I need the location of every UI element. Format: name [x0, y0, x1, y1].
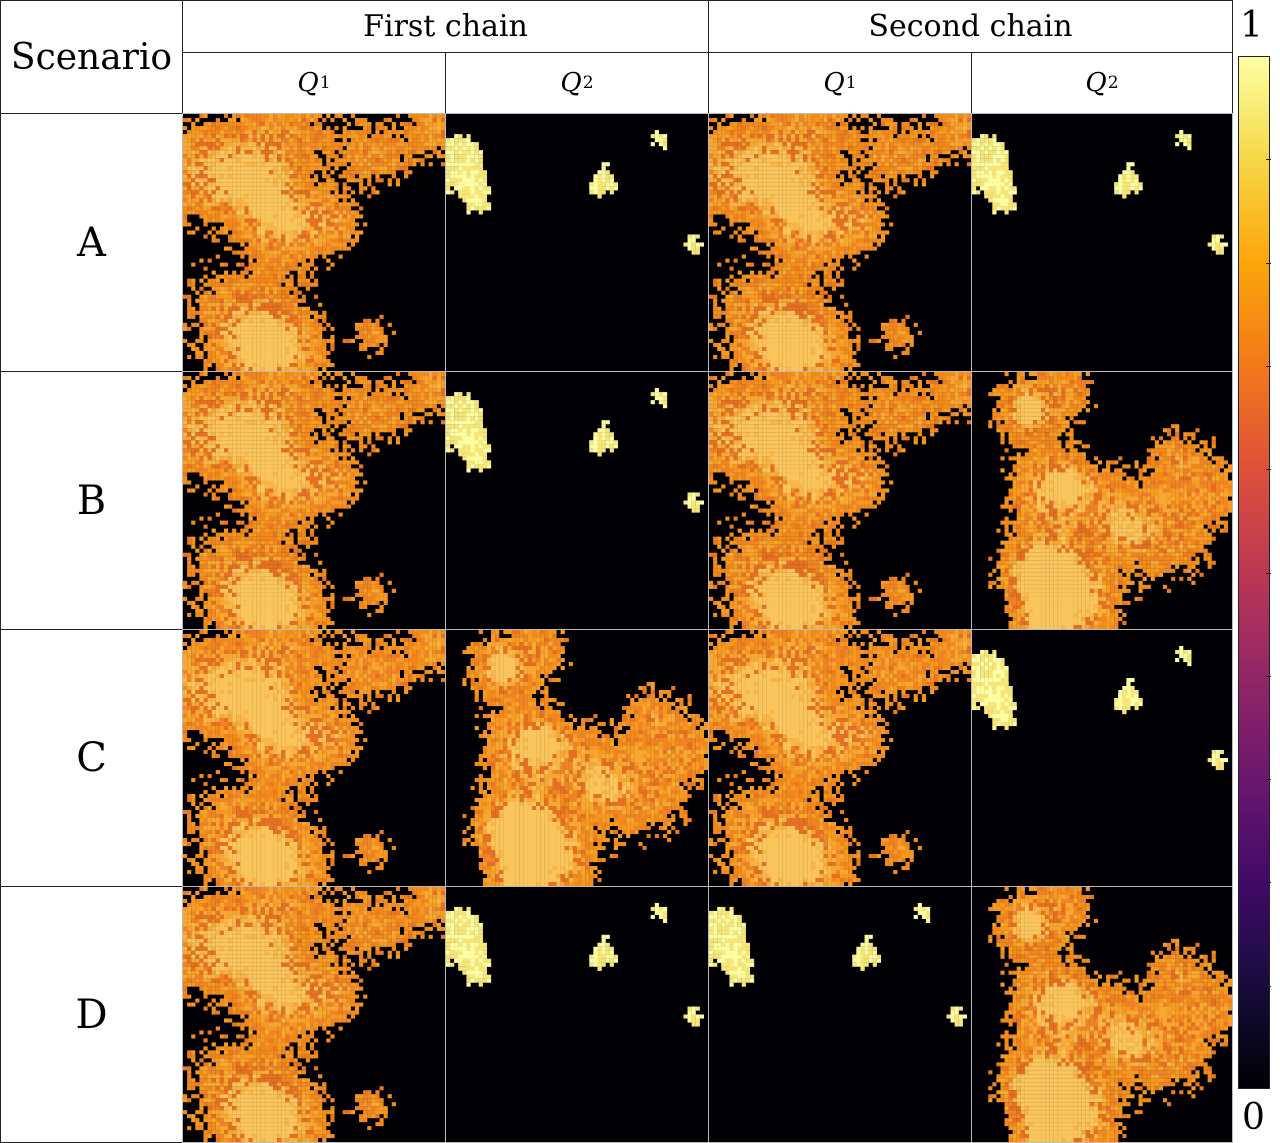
panel-a-2 [445, 113, 709, 372]
q-subscript: 1 [320, 73, 331, 93]
q1-map [709, 630, 971, 886]
colorbar-tick [1266, 779, 1271, 781]
q1-map [183, 372, 445, 629]
q-subscript: 2 [1108, 73, 1119, 93]
q2-map [972, 630, 1232, 886]
q2-map [446, 887, 708, 1142]
q2-map [709, 887, 971, 1142]
row-label-c: C [0, 629, 183, 887]
colorbar-tick [1266, 365, 1271, 367]
colorbar-tick [1266, 159, 1271, 161]
second-chain-header: Second chain [708, 0, 1233, 53]
q1-alt-map [972, 887, 1232, 1142]
row-label-b: B [0, 371, 183, 630]
q-symbol: Q [297, 68, 318, 98]
panel-a-4 [971, 113, 1233, 372]
first-chain-header: First chain [182, 0, 709, 53]
panel-a-3 [708, 113, 972, 372]
q-subscript: 2 [583, 73, 594, 93]
first-chain-text: First chain [363, 9, 528, 44]
row-label-text: A [77, 220, 106, 266]
q1-alt-map [972, 372, 1232, 629]
colorbar-tick [1266, 882, 1271, 884]
panel-d-3 [708, 886, 972, 1143]
scenario-header: Scenario [0, 0, 183, 114]
q-subscript: 1 [846, 73, 857, 93]
panel-b-4 [971, 371, 1233, 630]
q1-map [183, 630, 445, 886]
second-chain-text: Second chain [868, 9, 1072, 44]
colorbar-tick [1266, 262, 1271, 264]
row-label-text: C [76, 735, 107, 781]
scenario-header-text: Scenario [11, 37, 172, 78]
q1-map [183, 114, 445, 371]
q2-map [972, 114, 1232, 371]
colorbar-min-label: 0 [1242, 1100, 1265, 1136]
colorbar-max-label: 1 [1240, 8, 1263, 44]
row-label-a: A [0, 113, 183, 372]
colorbar-tick [1266, 675, 1271, 677]
panel-c-1 [182, 629, 446, 887]
panel-c-2 [445, 629, 709, 887]
row-label-text: B [77, 478, 106, 524]
q1-alt-map [446, 630, 708, 886]
q-symbol: Q [823, 68, 844, 98]
q-symbol: Q [560, 68, 581, 98]
panel-d-1 [182, 886, 446, 1143]
row-label-d: D [0, 886, 183, 1143]
q1-map [183, 887, 445, 1142]
panel-c-4 [971, 629, 1233, 887]
q1-map [709, 372, 971, 629]
panel-c-3 [708, 629, 972, 887]
q2-map [446, 114, 708, 371]
colorbar-tick [1266, 985, 1271, 987]
panel-b-3 [708, 371, 972, 630]
panel-b-2 [445, 371, 709, 630]
panel-d-4 [971, 886, 1233, 1143]
q1-map [709, 114, 971, 371]
row-label-text: D [75, 992, 107, 1038]
panel-d-2 [445, 886, 709, 1143]
colorbar [1238, 56, 1270, 1089]
q-symbol: Q [1085, 68, 1106, 98]
q2-map [446, 372, 708, 629]
panel-b-1 [182, 371, 446, 630]
panel-a-1 [182, 113, 446, 372]
colorbar-tick [1266, 572, 1271, 574]
colorbar-tick [1266, 469, 1271, 471]
